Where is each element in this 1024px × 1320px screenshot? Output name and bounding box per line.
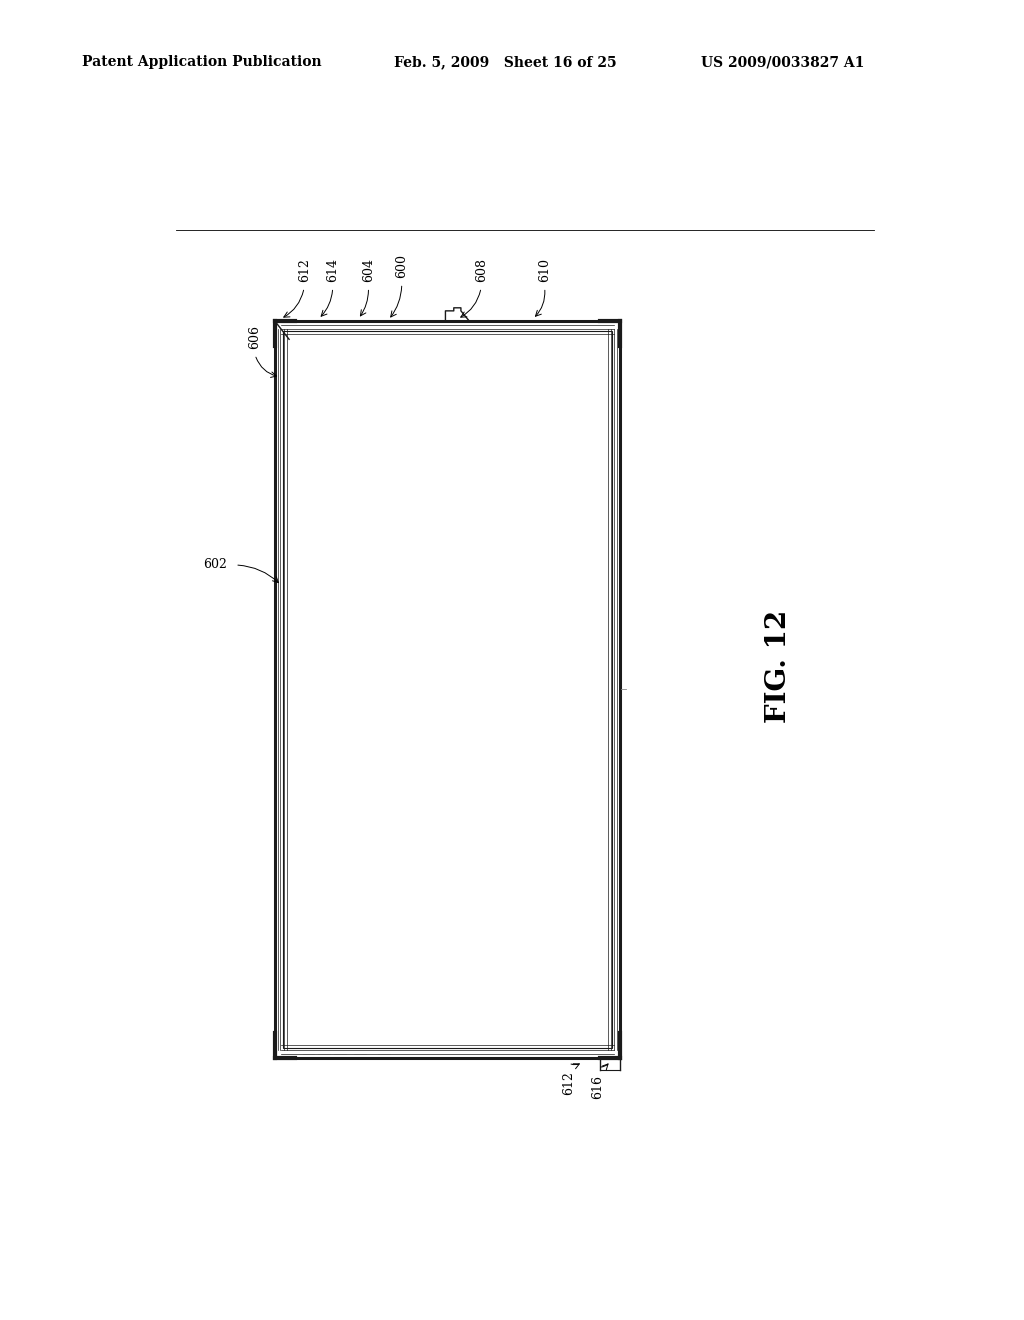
Bar: [274, 321, 621, 1057]
Text: Feb. 5, 2009   Sheet 16 of 25: Feb. 5, 2009 Sheet 16 of 25: [394, 55, 616, 70]
Text: 602: 602: [204, 558, 227, 572]
Bar: [283, 331, 612, 1048]
Text: 606: 606: [249, 326, 261, 350]
Text: 604: 604: [361, 259, 375, 282]
Text: 610: 610: [539, 259, 551, 282]
Text: 608: 608: [475, 259, 487, 282]
Text: 614: 614: [327, 259, 339, 282]
Text: 612: 612: [562, 1071, 574, 1096]
Text: Patent Application Publication: Patent Application Publication: [82, 55, 322, 70]
Text: 616: 616: [591, 1076, 604, 1100]
Text: FIG. 12: FIG. 12: [765, 610, 793, 723]
Text: 600: 600: [395, 255, 409, 279]
Text: US 2009/0033827 A1: US 2009/0033827 A1: [701, 55, 865, 70]
Text: 612: 612: [298, 259, 310, 282]
